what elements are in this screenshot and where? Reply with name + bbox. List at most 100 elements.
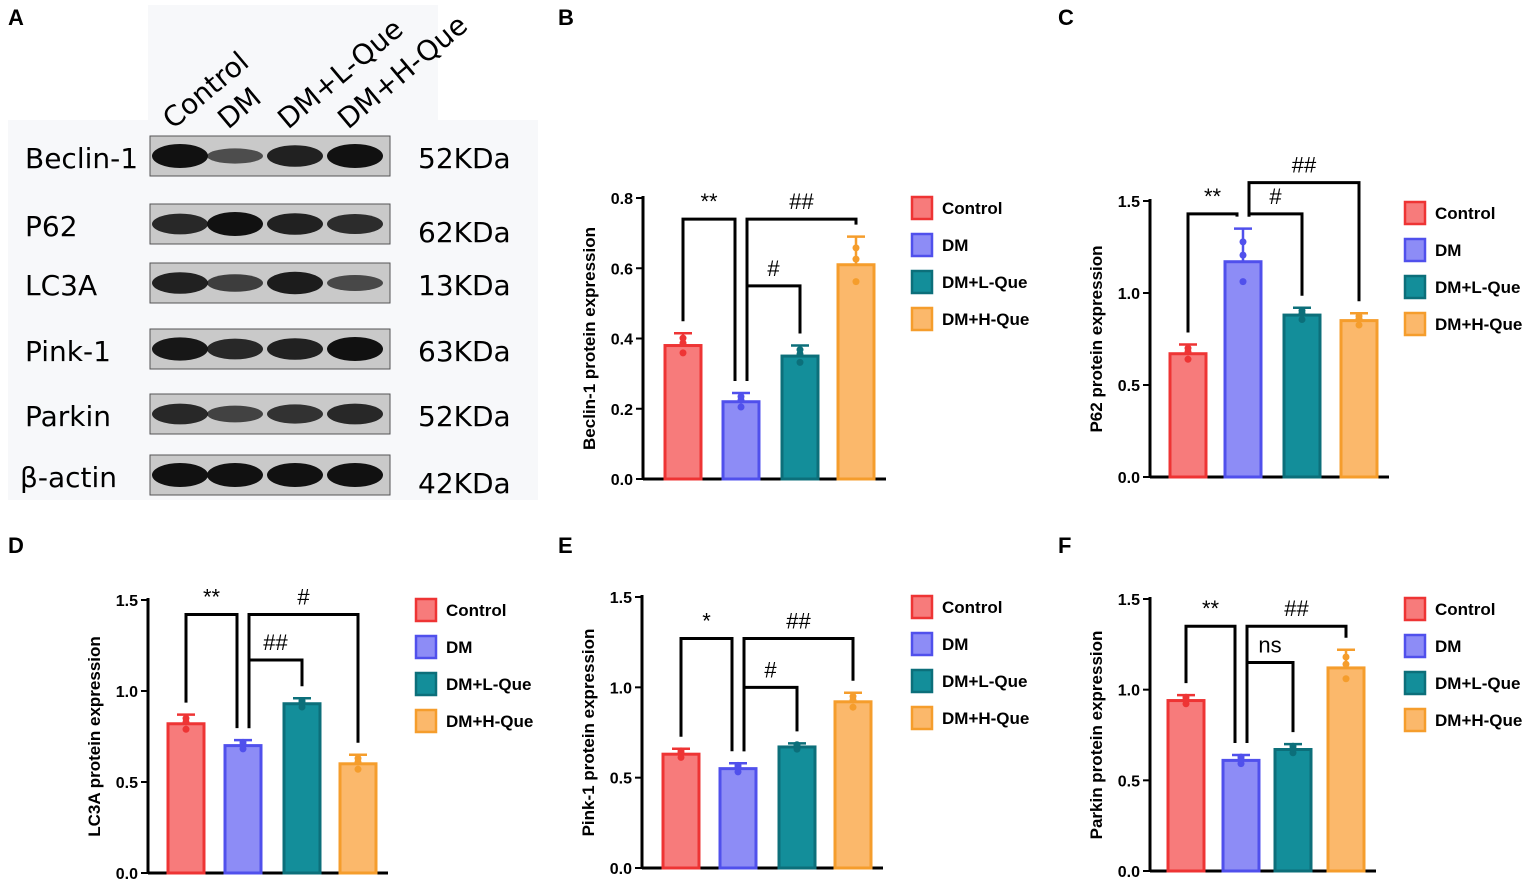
bar bbox=[721, 400, 761, 481]
significance-bracket bbox=[745, 217, 858, 381]
legend-swatch bbox=[910, 269, 934, 295]
data-point bbox=[796, 346, 804, 354]
data-point bbox=[1237, 753, 1245, 761]
significance-bracket bbox=[184, 613, 239, 729]
data-point bbox=[679, 349, 687, 357]
bar-chart-f: 0.0 0.5 1.0 1.5 Parkin protein expression ** n… bbox=[1087, 592, 1522, 881]
legend-swatch bbox=[1403, 596, 1427, 622]
protein-band bbox=[327, 214, 383, 234]
legend-swatch bbox=[910, 631, 934, 657]
bar bbox=[661, 752, 701, 870]
protein-band bbox=[267, 213, 323, 235]
legend-label: Control bbox=[942, 598, 1002, 617]
legend-swatch bbox=[1403, 237, 1427, 263]
data-point bbox=[1184, 344, 1192, 352]
significance-bracket bbox=[742, 637, 855, 752]
bar bbox=[1339, 319, 1379, 479]
panel-label: F bbox=[1058, 533, 1071, 558]
bar-chart-b: 0.0 0.2 0.4 0.6 0.8 Beclin-1 protein expressi… bbox=[580, 189, 1029, 489]
legend-swatch bbox=[414, 597, 438, 623]
legend-label: DM+H-Que bbox=[942, 709, 1029, 728]
data-point bbox=[298, 696, 306, 704]
y-tick-label: 0.2 bbox=[611, 402, 633, 419]
y-axis-label: Beclin-1 protein expression bbox=[580, 227, 599, 450]
bar bbox=[718, 767, 758, 870]
significance-label: # bbox=[297, 585, 310, 610]
significance-label: ## bbox=[1284, 596, 1309, 621]
data-point bbox=[1184, 355, 1192, 363]
bar bbox=[780, 354, 820, 481]
significance-bracket bbox=[247, 613, 360, 743]
data-point bbox=[1342, 660, 1350, 668]
protein-band bbox=[207, 274, 263, 292]
protein-band bbox=[267, 145, 323, 167]
legend-label: DM bbox=[1435, 637, 1461, 656]
y-tick-label: 0.0 bbox=[116, 866, 138, 883]
significance-label: ## bbox=[1292, 153, 1317, 178]
legend-label: DM bbox=[942, 236, 968, 255]
data-point bbox=[1239, 238, 1247, 246]
data-point bbox=[737, 403, 745, 411]
y-axis-label: P62 protein expression bbox=[1087, 245, 1106, 432]
y-tick-label: 0.0 bbox=[610, 861, 632, 878]
legend-label: DM+L-Que bbox=[942, 672, 1027, 691]
legend-swatch bbox=[1403, 311, 1427, 337]
bar bbox=[1168, 352, 1208, 479]
data-point bbox=[793, 741, 801, 749]
y-tick-label: 0.6 bbox=[611, 261, 633, 278]
legend-label: DM+L-Que bbox=[942, 273, 1027, 292]
data-point bbox=[1239, 251, 1247, 259]
legend-label: DM+L-Que bbox=[446, 675, 531, 694]
data-point bbox=[1342, 653, 1350, 661]
protein-band bbox=[207, 338, 263, 360]
legend-label: DM+H-Que bbox=[942, 310, 1029, 329]
protein-band bbox=[327, 463, 383, 487]
bar bbox=[1273, 748, 1313, 873]
y-axis-label: Parkin protein expression bbox=[1087, 631, 1106, 840]
significance-bracket bbox=[742, 685, 799, 752]
protein-band bbox=[152, 213, 208, 235]
bar bbox=[836, 263, 876, 481]
protein-band bbox=[207, 405, 263, 423]
legend-label: DM+L-Que bbox=[1435, 278, 1520, 297]
data-point bbox=[1239, 278, 1247, 286]
protein-label: P62 bbox=[25, 210, 78, 243]
molecular-weight-label: 13KDa bbox=[418, 269, 511, 302]
protein-band bbox=[207, 212, 263, 236]
y-tick-label: 0.0 bbox=[1118, 470, 1140, 487]
data-point bbox=[1182, 693, 1190, 701]
legend-swatch bbox=[414, 634, 438, 660]
data-point bbox=[679, 334, 687, 342]
significance-label: # bbox=[764, 657, 777, 682]
protein-band bbox=[327, 403, 383, 425]
data-point bbox=[1355, 312, 1363, 320]
protein-label: Beclin-1 bbox=[25, 142, 138, 175]
bar bbox=[1221, 758, 1261, 873]
lane-header-background bbox=[148, 5, 438, 125]
y-tick-label: 1.0 bbox=[610, 680, 632, 697]
significance-bracket bbox=[1186, 212, 1239, 333]
data-point bbox=[354, 765, 362, 773]
molecular-weight-label: 42KDa bbox=[418, 467, 511, 500]
molecular-weight-label: 52KDa bbox=[418, 400, 511, 433]
panel-label: E bbox=[558, 533, 573, 558]
significance-bracket bbox=[1245, 660, 1295, 743]
data-point bbox=[354, 754, 362, 762]
y-axis-label: Pink-1 protein expression bbox=[579, 629, 598, 837]
y-tick-label: 0.0 bbox=[611, 472, 633, 489]
bar bbox=[1166, 699, 1206, 873]
legend-swatch bbox=[910, 306, 934, 332]
data-point bbox=[182, 725, 190, 733]
protein-label: β-actin bbox=[20, 461, 117, 494]
y-tick-label: 0.0 bbox=[1118, 864, 1140, 881]
data-point bbox=[796, 358, 804, 366]
molecular-weight-label: 52KDa bbox=[418, 142, 511, 175]
protein-band bbox=[267, 404, 323, 424]
legend-swatch bbox=[414, 671, 438, 697]
data-point bbox=[1355, 321, 1363, 329]
data-point bbox=[679, 339, 687, 347]
legend-swatch bbox=[910, 195, 934, 221]
protein-label: Parkin bbox=[25, 400, 111, 433]
